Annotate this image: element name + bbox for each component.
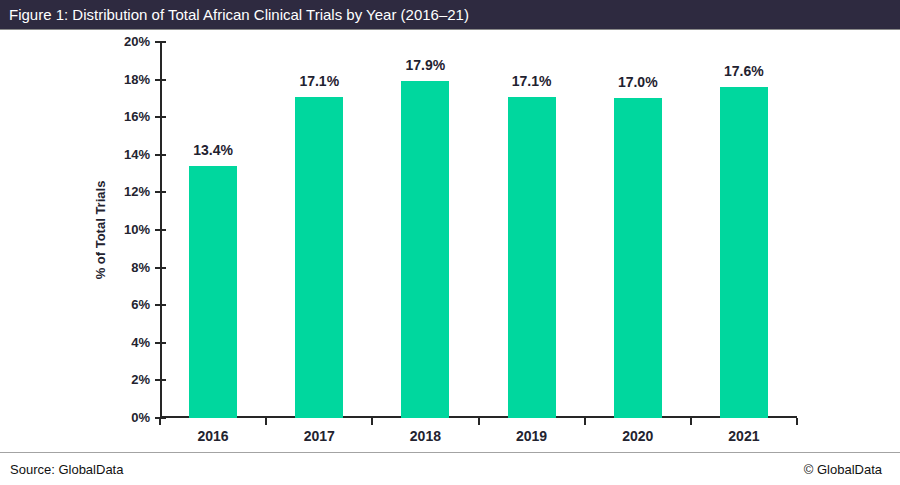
x-category-label: 2018 [380, 428, 470, 444]
bar [508, 97, 556, 418]
source-note: Source: GlobalData [10, 462, 123, 477]
y-axis-tick [155, 304, 166, 306]
y-axis-tick [155, 79, 166, 81]
plot-area [160, 42, 797, 418]
figure-title: Figure 1: Distribution of Total African … [9, 6, 469, 23]
bar-value-label: 13.4% [168, 142, 258, 158]
bar-value-label: 17.0% [593, 74, 683, 90]
bar-value-label: 17.9% [380, 57, 470, 73]
x-axis-tick [159, 418, 161, 425]
x-axis-tick [690, 418, 692, 425]
bar-value-label: 17.6% [699, 63, 789, 79]
y-axis-tick [155, 267, 166, 269]
y-axis-tick-label: 4% [98, 335, 150, 350]
y-axis-tick-label: 20% [98, 34, 150, 49]
x-axis-tick [371, 418, 373, 425]
figure-title-bar: Figure 1: Distribution of Total African … [0, 0, 900, 30]
y-axis-title: % of Total Trials [93, 181, 108, 280]
bar-value-label: 17.1% [274, 73, 364, 89]
figure-canvas: Figure 1: Distribution of Total African … [0, 0, 900, 485]
x-axis-tick [584, 418, 586, 425]
x-category-label: 2019 [487, 428, 577, 444]
y-axis-tick-label: 18% [98, 72, 150, 87]
y-axis-tick-label: 0% [98, 410, 150, 425]
x-category-label: 2016 [168, 428, 258, 444]
x-category-label: 2020 [593, 428, 683, 444]
bar-value-label: 17.1% [487, 73, 577, 89]
y-axis-tick-label: 16% [98, 109, 150, 124]
x-axis-tick [265, 418, 267, 425]
x-axis-tick [478, 418, 480, 425]
bar [720, 87, 768, 418]
y-axis-tick [155, 116, 166, 118]
y-axis-tick-label: 14% [98, 147, 150, 162]
bar [295, 97, 343, 418]
x-axis-tick [796, 418, 798, 425]
y-axis-tick [155, 342, 166, 344]
x-category-label: 2017 [274, 428, 364, 444]
y-axis-tick [155, 154, 166, 156]
x-category-label: 2021 [699, 428, 789, 444]
bar [614, 98, 662, 418]
y-axis-tick [155, 191, 166, 193]
footer-divider [0, 452, 900, 453]
y-axis-tick-label: 2% [98, 372, 150, 387]
y-axis-tick [155, 379, 166, 381]
bar [401, 81, 449, 418]
y-axis-tick [155, 229, 166, 231]
y-axis-tick [155, 41, 166, 43]
bar [189, 166, 237, 418]
copyright-note: © GlobalData [804, 462, 882, 477]
y-axis-tick-label: 6% [98, 297, 150, 312]
